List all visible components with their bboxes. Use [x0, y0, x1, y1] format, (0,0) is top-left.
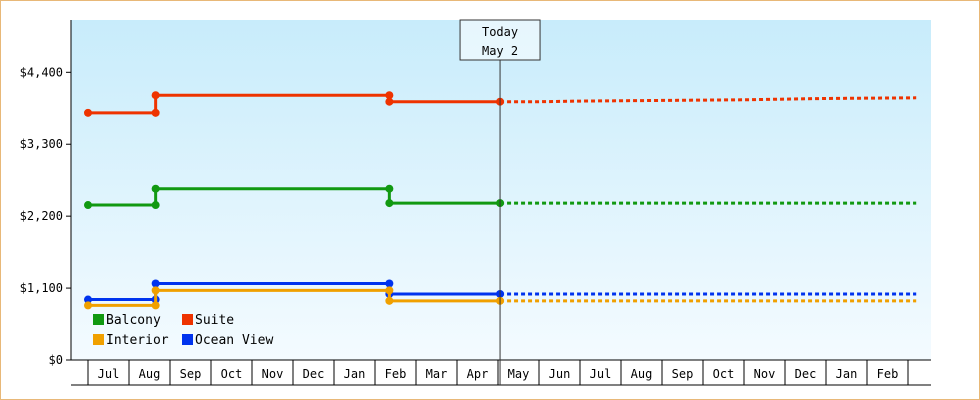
series-line-balcony — [88, 187, 501, 207]
y-tick-label: $0 — [49, 353, 63, 367]
x-tick-label: Sep — [672, 367, 694, 381]
data-point — [84, 295, 92, 304]
data-point — [84, 108, 92, 117]
series-line-ocean-view — [88, 282, 501, 302]
data-point — [385, 97, 394, 106]
data-point — [84, 201, 92, 210]
x-tick-label: Jan — [344, 367, 366, 381]
legend-swatch-interior — [93, 334, 104, 345]
y-tick-label: $4,400 — [20, 65, 63, 79]
y-tick-label: $3,300 — [20, 137, 63, 151]
series-layer — [84, 91, 917, 310]
legend-label-ocean-view: Ocean View — [195, 333, 273, 348]
x-tick-label: Aug — [139, 367, 161, 381]
legend-swatch-suite — [182, 314, 193, 325]
today-date: May 2 — [482, 44, 518, 58]
x-tick-label: Feb — [877, 367, 899, 381]
y-axis: $0 $1,100 $2,200 $3,300 $4,400 — [20, 20, 72, 367]
data-point — [385, 199, 394, 208]
x-tick-label: Jul — [590, 367, 612, 381]
data-point — [385, 296, 394, 305]
series-line-interior — [88, 288, 501, 307]
x-tick-label: Dec — [303, 367, 325, 381]
series-line-suite — [88, 93, 501, 115]
x-tick-label: Mar — [426, 367, 448, 381]
x-tick-label: Nov — [262, 367, 284, 381]
data-point — [385, 91, 394, 100]
data-point — [151, 286, 160, 295]
data-point — [84, 301, 92, 310]
x-tick-label: Jan — [836, 367, 858, 381]
data-point — [151, 184, 160, 193]
legend-label-suite: Suite — [195, 313, 234, 328]
data-point — [151, 91, 160, 100]
legend-label-interior: Interior — [106, 333, 169, 348]
x-tick-label: Dec — [795, 367, 817, 381]
data-point — [385, 279, 394, 288]
x-tick-label: Oct — [221, 367, 243, 381]
legend-swatch-balcony — [93, 314, 104, 325]
data-point — [151, 108, 160, 117]
y-tick-label: $1,100 — [20, 281, 63, 295]
x-tick-label: Jul — [98, 367, 120, 381]
data-point — [151, 201, 160, 210]
legend: Balcony Suite Interior Ocean View — [93, 313, 273, 348]
today-marker: Today May 2 — [459, 19, 541, 385]
x-tick-label: Sep — [180, 367, 202, 381]
series-interior — [84, 286, 917, 310]
x-tick-label: Aug — [631, 367, 653, 381]
x-tick-label: Jun — [549, 367, 571, 381]
x-tick-label: Nov — [754, 367, 776, 381]
x-tick-label: Oct — [713, 367, 735, 381]
data-point — [385, 286, 394, 295]
x-tick-label: May — [508, 367, 530, 381]
today-label: Today — [482, 25, 518, 39]
data-point — [151, 279, 160, 288]
legend-swatch-ocean-view — [182, 334, 193, 345]
x-axis: Jul Aug Sep Oct Nov Dec Jan Feb Mar Apr May Jun Jul A… — [71, 359, 931, 386]
legend-label-balcony: Balcony — [106, 313, 161, 328]
data-point — [385, 184, 394, 193]
y-tick-label: $2,200 — [20, 209, 63, 223]
x-tick-label: Feb — [385, 367, 407, 381]
today-box — [459, 19, 541, 61]
x-tick-label: Apr — [467, 367, 489, 381]
series-balcony — [84, 184, 917, 210]
data-point — [151, 301, 160, 310]
forecast-line-suite — [500, 96, 917, 104]
